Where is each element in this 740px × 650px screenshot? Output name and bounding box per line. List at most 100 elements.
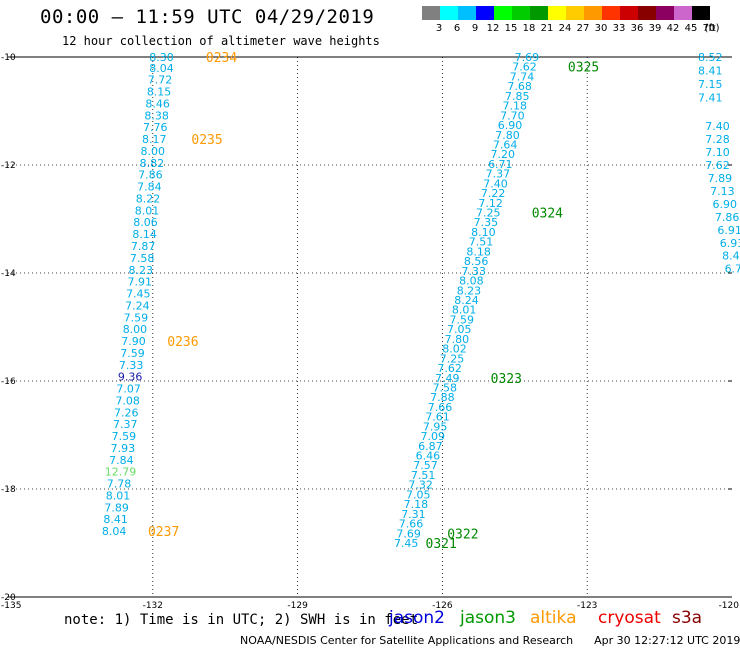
wave-height-value: 7.51 [411,469,436,482]
wave-height-value: 7.66 [399,518,424,531]
wave-height-value: 7.85 [505,90,530,103]
wave-height-value: 7.69 [396,527,421,540]
colorbar-label: 9 [471,23,479,34]
colorbar-swatch [638,6,656,20]
wave-height-value: 8.41 [698,65,723,78]
wave-height-value: 8.23 [128,264,153,277]
colorbar-label: 21 [540,23,554,34]
wave-height-value: 7.33 [119,359,144,372]
wave-height-value: 7.59 [120,347,145,360]
wave-height-value: 7.87 [131,240,156,253]
wave-height-value: 7.35 [474,216,499,229]
x-tick-label: -132 [143,601,163,611]
colorbar-label: 45 [684,23,698,34]
wave-height-value: 7.78 [107,478,132,491]
pass-time-label: 0325 [568,61,599,76]
colorbar-swatch [530,6,548,20]
wave-height-value: 7.45 [394,537,419,550]
wave-height-value: 7.05 [406,488,431,501]
wave-height-value: 7.95 [423,420,448,433]
wave-height-value: 6.46 [416,450,441,463]
wave-height-value: 6.90 [713,198,738,211]
legend-entry-jason2: jason2 [389,608,445,628]
wave-height-value: 7.07 [116,383,141,396]
wave-height-value: 8.23 [457,284,482,297]
wave-height-value: 7.37 [486,168,511,181]
wave-height-value: 8.10 [471,226,496,239]
wave-height-value: 8.24 [454,294,479,307]
colorbar-label: 12 [486,23,500,34]
wave-height-value: 7.05 [447,323,472,336]
credit-source: NOAA/NESDIS Center for Satellite Applica… [240,634,574,647]
pass-time-label: 0323 [491,372,522,387]
x-tick-label: -135 [1,601,21,611]
wave-height-value: 7.88 [430,391,455,404]
wave-height-value: 7.69 [515,51,540,64]
colorbar-label: 30 [594,23,608,34]
colorbar-swatch [584,6,602,20]
colorbar-swatch [548,6,566,20]
colorbar-swatch [692,6,710,20]
pass-time-label: 0322 [447,527,478,542]
legend-entry-cryosat: cryosat [598,608,661,628]
wave-height-value: 8.15 [147,86,172,99]
wave-height-value: 8.82 [140,157,165,170]
wave-height-value: 8.01 [135,204,160,217]
wave-height-value: 7.20 [490,148,515,161]
colorbar-swatch [476,6,494,20]
chart-subtitle: 12 hour collection of altimeter wave hei… [62,34,380,48]
wave-height-value: 8.30 [149,51,174,64]
wave-height-value: 7.28 [705,133,730,146]
colorbar-label: 42 [666,23,680,34]
wave-height-value: 7.13 [710,185,735,198]
colorbar-label: 18 [522,23,536,34]
wave-height-value: 7.80 [445,333,470,346]
wave-height-value: 8.04 [102,525,127,538]
wave-height-value: 7.72 [148,74,173,87]
pass-time-label: 0324 [532,207,563,222]
wave-height-value: 7.32 [408,479,433,492]
colorbar-swatch [566,6,584,20]
wave-height-value: 7.51 [469,236,494,249]
wave-height-value: 8.01 [452,304,477,317]
wave-height-value: 7.84 [109,454,134,467]
wave-height-value: 7.61 [425,411,450,424]
wave-height-value: 6.91 [717,224,740,237]
wave-height-value: 7.90 [121,335,146,348]
wave-height-colorbar: 3 6 9 12 15 18 21 24 27 30 33 36 39 42 45 70 (ft) [422,6,720,35]
wave-height-value: 8.52 [698,51,723,64]
wave-height-value: 6.87 [418,440,443,453]
legend-entry-altika: altika [530,608,577,628]
wave-height-value: 7.89 [708,172,733,185]
wave-height-value: 8.41 [103,513,128,526]
wave-height-value: 7.64 [493,138,518,151]
wave-height-value: 6.71 [488,158,513,171]
wave-height-value: 7.62 [512,61,537,74]
wave-height-value: 7.40 [705,120,730,133]
footnote: note: 1) Time is in UTC; 2) SWH is in fe… [64,612,419,628]
wave-height-value: 8.00 [123,323,148,336]
wave-height-value: 6.78 [725,263,740,276]
colorbar-swatch [422,6,440,20]
wave-height-value: 7.41 [698,92,723,105]
wave-height-value: 8.17 [142,133,167,146]
colorbar-label: (ft) [704,23,720,34]
x-tick-label: -123 [577,601,597,611]
wave-height-value: 8.00 [141,145,166,158]
colorbar-swatches [422,6,710,20]
wave-height-value: 8.38 [144,109,169,122]
x-tick-label: -126 [432,601,453,611]
wave-height-value: 8.08 [459,275,484,288]
colorbar-label: 3 [435,23,443,34]
y-tick-label: -10 [1,53,16,63]
colorbar-labels: 3 6 9 12 15 18 21 24 27 30 33 36 39 42 45 70 (ft) [422,23,720,35]
colorbar-label: 33 [612,23,626,34]
wave-height-value: 7.76 [143,121,168,134]
y-tick-label: -20 [1,593,16,603]
y-tick-label: -18 [1,485,16,495]
wave-height-value: 7.12 [478,197,503,210]
colorbar-label: 70 [702,23,716,34]
colorbar-label: 39 [648,23,662,34]
wave-height-value: 7.58 [433,381,458,394]
wave-height-value: 7.40 [483,177,508,190]
